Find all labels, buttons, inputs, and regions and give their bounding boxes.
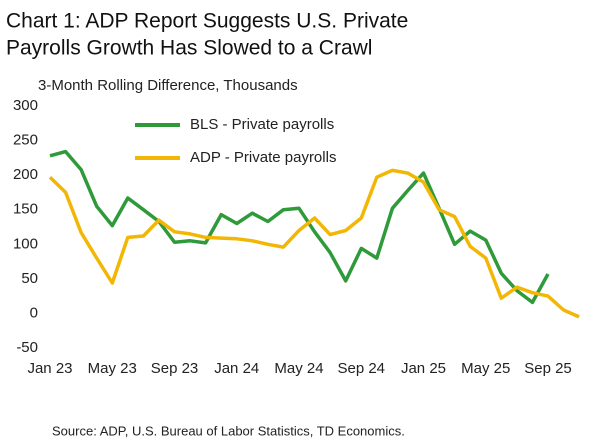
source-note: Source: ADP, U.S. Bureau of Labor Statis… <box>52 423 405 438</box>
y-tick-label: 300 <box>13 97 38 114</box>
y-tick-label: -50 <box>16 339 38 356</box>
x-tick-label: May 23 <box>88 360 137 377</box>
x-tick-label: Sep 25 <box>524 360 572 377</box>
legend-label: BLS - Private payrolls <box>190 116 334 133</box>
y-tick-label: 0 <box>30 304 38 321</box>
y-tick-label: 250 <box>13 132 38 149</box>
x-tick-label: May 24 <box>274 360 323 377</box>
chart-subtitle: 3-Month Rolling Difference, Thousands <box>38 77 298 94</box>
x-tick-label: May 25 <box>461 360 510 377</box>
y-tick-label: 100 <box>13 235 38 252</box>
x-tick-label: Jan 24 <box>214 360 259 377</box>
x-tick-label: Jan 23 <box>27 360 72 377</box>
series-line <box>48 168 580 319</box>
x-tick-label: Jan 25 <box>401 360 446 377</box>
y-tick-label: 200 <box>13 166 38 183</box>
x-tick-label: Sep 24 <box>337 360 385 377</box>
legend-label: ADP - Private payrolls <box>190 149 336 166</box>
y-tick-label: 150 <box>13 201 38 218</box>
series-line <box>49 149 550 305</box>
chart-title: Chart 1: ADP Report Suggests U.S. Privat… <box>6 10 408 33</box>
x-tick-label: Sep 23 <box>151 360 199 377</box>
chart-title: Payrolls Growth Has Slowed to a Crawl <box>6 37 372 60</box>
y-tick-label: 50 <box>21 270 38 287</box>
